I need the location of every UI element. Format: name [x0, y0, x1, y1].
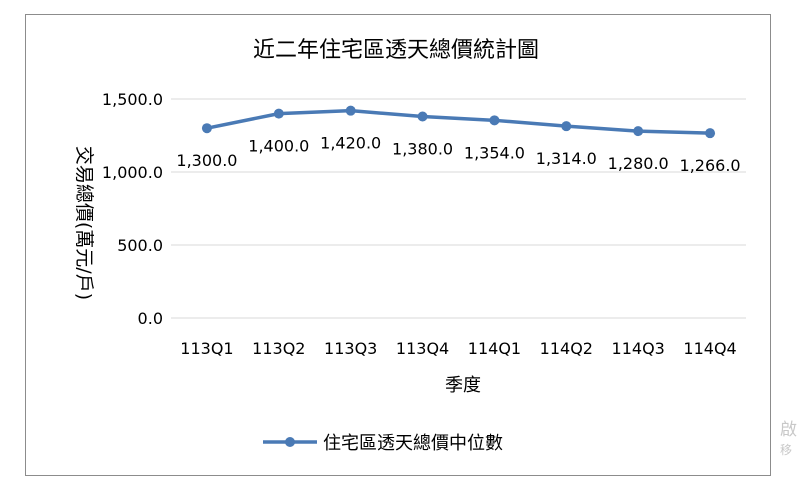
data-label: 1,300.0	[176, 151, 237, 170]
data-label: 1,420.0	[320, 134, 381, 153]
y-axis-label: 交易總價(萬元/戶)	[73, 146, 95, 300]
data-label: 1,354.0	[464, 143, 525, 162]
x-tick-label: 114Q2	[540, 339, 593, 358]
data-point-marker	[705, 128, 716, 139]
y-tick-label: 1,000.0	[102, 163, 163, 182]
line-chart: 近二年住宅區透天總價統計圖 0.0 500.0 1,000.0 1,500.0 113…	[73, 38, 746, 454]
x-tick-label: 114Q4	[683, 339, 736, 358]
x-tick-label: 113Q1	[180, 339, 233, 358]
chart-title: 近二年住宅區透天總價統計圖	[253, 38, 539, 63]
data-point-marker	[417, 111, 428, 122]
x-tick-label: 114Q3	[612, 339, 665, 358]
data-label: 1,380.0	[392, 140, 453, 159]
data-point-marker	[489, 115, 500, 126]
y-tick-label: 0.0	[138, 309, 163, 328]
x-tick-label: 113Q3	[324, 339, 377, 358]
x-axis-label: 季度	[445, 375, 481, 396]
x-axis-ticks: 113Q1 113Q2 113Q3 113Q4 114Q1 114Q2 114Q3 114Q4	[180, 339, 736, 358]
x-tick-label: 113Q4	[396, 339, 449, 358]
x-tick-label: 113Q2	[252, 339, 305, 358]
data-label: 1,314.0	[536, 149, 597, 168]
legend-series-name: 住宅區透天總價中位數	[323, 433, 503, 454]
data-point-marker	[345, 105, 356, 116]
legend: 住宅區透天總價中位數	[263, 433, 503, 454]
series-layer	[201, 105, 716, 139]
y-axis-ticks: 0.0 500.0 1,000.0 1,500.0	[102, 90, 163, 328]
data-label: 1,280.0	[608, 154, 669, 173]
y-tick-label: 1,500.0	[102, 90, 163, 109]
legend-marker	[285, 437, 295, 447]
data-point-marker	[273, 108, 284, 119]
data-labels: 1,300.0 1,400.0 1,420.0 1,380.0 1,354.0 1,314…	[176, 134, 740, 175]
x-tick-label: 114Q1	[468, 339, 521, 358]
data-point-marker	[201, 123, 212, 134]
side-edge-text-bottom: 移	[780, 443, 793, 457]
chart-frame: 近二年住宅區透天總價統計圖 0.0 500.0 1,000.0 1,500.0 113…	[25, 14, 771, 476]
data-point-marker	[561, 121, 572, 132]
data-label: 1,266.0	[680, 156, 741, 175]
series-line	[206, 108, 711, 135]
y-tick-label: 500.0	[117, 236, 163, 255]
gridlines	[171, 98, 746, 319]
data-label: 1,400.0	[248, 137, 309, 156]
side-edge-text-top: 啟	[780, 420, 797, 440]
data-point-marker	[633, 126, 644, 137]
